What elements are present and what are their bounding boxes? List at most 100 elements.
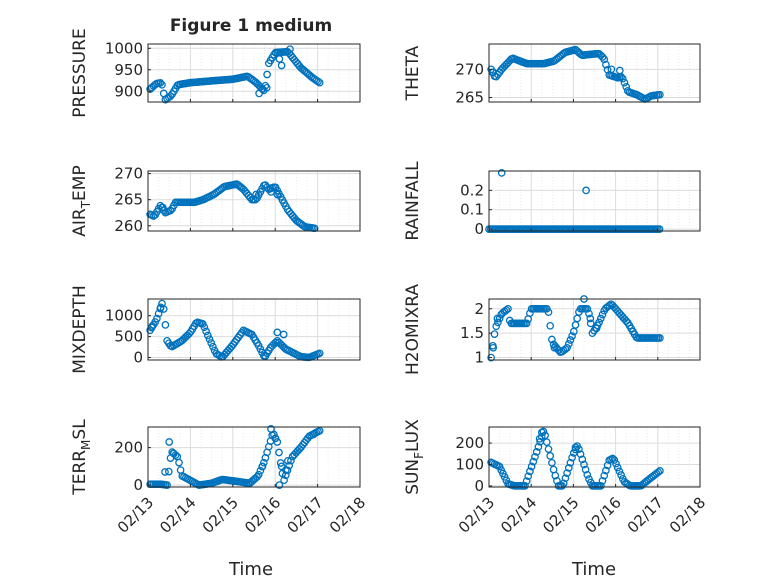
- y-tick-label: 1000: [105, 307, 143, 325]
- data-point: [531, 452, 539, 461]
- axes-box: [147, 170, 361, 232]
- data-point: [165, 438, 174, 446]
- axes-box: [488, 43, 701, 103]
- x-tick-label: 02/17: [624, 493, 667, 536]
- data-point: [258, 85, 267, 93]
- data-point: [576, 450, 585, 459]
- data-point: [166, 206, 175, 215]
- y-tick-label: 260: [114, 217, 143, 235]
- data-point: [314, 77, 322, 86]
- axes-box: [488, 170, 701, 232]
- data-point: [276, 459, 285, 467]
- data-point: [602, 466, 610, 475]
- data-point: [548, 335, 556, 344]
- y-axis-label: SUNFLUX: [403, 419, 426, 495]
- data-point: [608, 454, 617, 463]
- y-axis-label: MIXDEPTH: [70, 285, 90, 374]
- axes-box: [147, 43, 361, 103]
- data-point: [596, 482, 605, 490]
- data-point: [656, 334, 664, 342]
- y-tick-label: 270: [114, 165, 143, 183]
- figure-title: Figure 1 medium: [170, 16, 332, 36]
- data-point: [564, 340, 573, 348]
- data-point: [263, 70, 271, 79]
- y-tick-label: 265: [114, 191, 143, 209]
- data-point: [309, 430, 318, 439]
- data-point: [253, 473, 261, 481]
- y-tick-label: 100: [455, 456, 484, 474]
- data-point: [209, 342, 217, 351]
- data-point: [598, 476, 607, 485]
- data-point: [561, 474, 570, 483]
- data-point: [497, 169, 506, 177]
- data-point: [527, 462, 536, 471]
- data-point: [273, 438, 282, 446]
- data-point: [171, 451, 180, 459]
- data-point: [583, 304, 592, 313]
- axes-box: [147, 426, 361, 488]
- data-point: [535, 434, 544, 443]
- data-point: [537, 428, 546, 437]
- x-tick-label: 02/18: [666, 493, 709, 536]
- data-point: [492, 322, 501, 331]
- data-point: [524, 472, 533, 481]
- data-point: [284, 456, 292, 465]
- data-point: [256, 466, 265, 475]
- data-point: [259, 458, 268, 467]
- subplot-rainfall: 00.1 0.2 RAINFALL: [403, 161, 701, 241]
- data-point: [495, 314, 504, 323]
- data-point: [564, 464, 573, 472]
- data-point: [578, 455, 587, 464]
- data-point: [566, 458, 575, 467]
- data-point: [163, 481, 171, 489]
- data-point: [546, 452, 555, 460]
- x-tick-label: 02/14: [497, 493, 540, 536]
- data-point: [563, 469, 571, 477]
- data-point: [153, 314, 161, 323]
- data-point: [273, 190, 282, 199]
- data-point: [620, 78, 629, 87]
- y-tick-label: 900: [114, 82, 143, 100]
- data-point: [315, 78, 324, 87]
- data-point: [271, 434, 280, 443]
- data-point: [315, 426, 324, 435]
- data-point: [271, 338, 280, 347]
- x-axis-label-left: Time: [228, 559, 273, 580]
- data-point: [571, 443, 580, 452]
- x-axis-label-right: Time: [571, 559, 616, 580]
- subplot-air_temp: 260 265 270 AIRTEMP: [70, 165, 361, 237]
- data-point: [279, 330, 288, 339]
- data-point: [550, 343, 559, 352]
- y-tick-label: 1: [474, 349, 484, 367]
- data-point: [615, 66, 624, 75]
- y-axis-label: RAINFALL: [403, 161, 423, 241]
- data-point: [175, 458, 183, 467]
- data-point: [281, 466, 290, 474]
- data-point: [504, 304, 512, 313]
- data-point: [603, 65, 612, 74]
- y-axis-label: H2OMIXRA: [403, 284, 423, 375]
- data-point: [493, 314, 502, 323]
- data-point: [275, 55, 284, 63]
- data-point: [622, 82, 631, 91]
- y-tick-label: 0: [133, 348, 143, 366]
- data-point: [207, 339, 216, 347]
- data-point: [502, 306, 511, 314]
- data-point: [254, 470, 263, 479]
- data-point: [553, 476, 561, 485]
- data-point: [546, 321, 555, 330]
- data-point: [156, 303, 165, 312]
- data-point: [494, 318, 502, 327]
- data-point: [548, 458, 556, 467]
- data-point: [586, 319, 595, 328]
- data-point: [581, 465, 590, 474]
- y-tick-label: 200: [455, 434, 484, 452]
- data-point: [602, 60, 610, 69]
- data-point: [656, 467, 664, 475]
- data-point: [618, 74, 627, 83]
- axes-box: [488, 298, 701, 361]
- y-tick-label: 1.5: [460, 324, 484, 342]
- data-point: [148, 322, 157, 331]
